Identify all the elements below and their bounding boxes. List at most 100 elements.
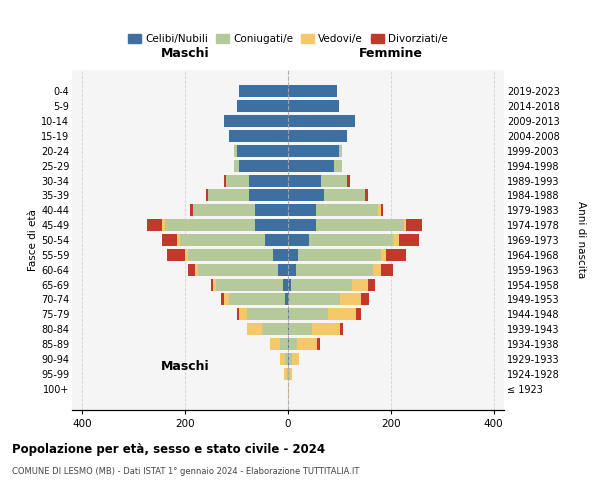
Bar xyxy=(289,294,340,306)
Bar xyxy=(361,294,369,306)
Bar xyxy=(162,219,164,231)
Bar xyxy=(265,234,288,246)
Bar xyxy=(334,160,342,172)
Bar xyxy=(288,204,316,216)
Bar xyxy=(288,190,324,202)
Bar xyxy=(239,86,288,98)
Bar xyxy=(288,115,355,127)
Bar xyxy=(270,338,280,350)
Bar xyxy=(234,145,236,157)
Bar xyxy=(288,294,289,306)
Bar xyxy=(208,190,250,202)
Bar xyxy=(380,204,383,216)
Bar xyxy=(288,338,289,350)
Text: Maschi: Maschi xyxy=(161,47,209,60)
Bar xyxy=(214,278,216,290)
Bar xyxy=(356,308,361,320)
Bar xyxy=(288,86,337,98)
Bar xyxy=(352,278,368,290)
Bar xyxy=(236,145,288,157)
Bar xyxy=(324,190,365,202)
Bar xyxy=(193,204,254,216)
Bar xyxy=(254,219,288,231)
Bar xyxy=(328,308,356,320)
Bar xyxy=(178,234,180,246)
Bar xyxy=(380,264,394,276)
Bar xyxy=(234,160,239,172)
Bar xyxy=(224,294,229,306)
Bar xyxy=(290,278,352,290)
Bar xyxy=(284,368,287,380)
Bar xyxy=(286,294,288,306)
Bar xyxy=(226,174,250,186)
Bar xyxy=(289,338,297,350)
Bar xyxy=(216,278,283,290)
Bar xyxy=(236,308,239,320)
Bar xyxy=(278,264,288,276)
Legend: Celibi/Nubili, Coniugati/e, Vedovi/e, Divorziati/e: Celibi/Nubili, Coniugati/e, Vedovi/e, Di… xyxy=(125,31,451,48)
Bar xyxy=(262,323,288,335)
Bar xyxy=(340,145,342,157)
Bar xyxy=(162,234,178,246)
Bar xyxy=(316,219,404,231)
Bar xyxy=(290,368,292,380)
Bar xyxy=(229,294,286,306)
Bar xyxy=(288,308,289,320)
Bar xyxy=(298,249,380,261)
Bar xyxy=(146,219,162,231)
Bar xyxy=(288,278,290,290)
Bar xyxy=(406,219,422,231)
Bar xyxy=(288,174,322,186)
Bar xyxy=(368,278,376,290)
Y-axis label: Fasce di età: Fasce di età xyxy=(28,209,38,271)
Bar xyxy=(224,174,226,186)
Text: Popolazione per età, sesso e stato civile - 2024: Popolazione per età, sesso e stato civil… xyxy=(12,442,325,456)
Bar xyxy=(280,338,288,350)
Bar xyxy=(211,278,214,290)
Bar xyxy=(288,100,340,112)
Bar xyxy=(317,338,320,350)
Bar xyxy=(288,382,289,394)
Bar xyxy=(288,130,347,142)
Bar xyxy=(190,204,193,216)
Bar xyxy=(312,323,340,335)
Bar xyxy=(380,249,386,261)
Bar xyxy=(347,174,350,186)
Bar xyxy=(297,338,317,350)
Bar xyxy=(167,249,185,261)
Bar xyxy=(398,234,419,246)
Bar xyxy=(340,323,343,335)
Bar xyxy=(221,294,224,306)
Bar xyxy=(164,219,254,231)
Bar xyxy=(247,323,262,335)
Bar xyxy=(236,100,288,112)
Text: COMUNE DI LESMO (MB) - Dati ISTAT 1° gennaio 2024 - Elaborazione TUTTITALIA.IT: COMUNE DI LESMO (MB) - Dati ISTAT 1° gen… xyxy=(12,468,359,476)
Bar xyxy=(365,190,368,202)
Bar xyxy=(289,308,328,320)
Bar xyxy=(198,264,278,276)
Bar xyxy=(288,353,289,365)
Bar xyxy=(394,234,398,246)
Bar xyxy=(288,160,334,172)
Bar xyxy=(386,249,406,261)
Bar xyxy=(188,264,196,276)
Bar xyxy=(340,294,361,306)
Text: Maschi: Maschi xyxy=(161,360,209,374)
Text: Femmine: Femmine xyxy=(359,47,423,60)
Bar xyxy=(180,234,265,246)
Bar xyxy=(288,264,296,276)
Bar xyxy=(283,278,288,290)
Bar xyxy=(373,264,380,276)
Bar xyxy=(247,308,288,320)
Bar xyxy=(288,368,290,380)
Bar xyxy=(185,249,188,261)
Bar xyxy=(254,204,288,216)
Bar xyxy=(196,264,198,276)
Bar xyxy=(239,308,247,320)
Bar xyxy=(286,353,288,365)
Bar xyxy=(288,234,308,246)
Bar xyxy=(308,234,394,246)
Bar xyxy=(206,190,208,202)
Y-axis label: Anni di nascita: Anni di nascita xyxy=(577,202,586,278)
Bar xyxy=(250,174,288,186)
